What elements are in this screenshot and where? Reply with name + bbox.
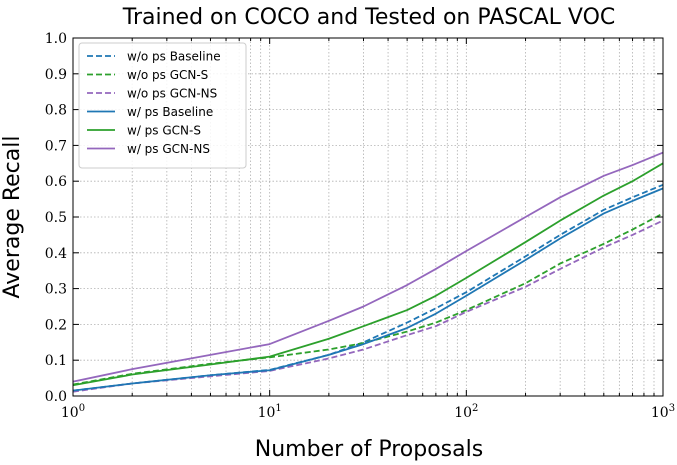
series-line-0 bbox=[72, 183, 664, 392]
x-tick-label: 100 bbox=[61, 403, 85, 421]
legend-box bbox=[78, 42, 247, 169]
series-line-2 bbox=[72, 219, 664, 393]
series-line-4 bbox=[72, 162, 664, 387]
y-tick-label: 0.6 bbox=[45, 174, 67, 190]
y-axis-label: Average Recall bbox=[0, 136, 25, 299]
x-tick-label: 102 bbox=[454, 403, 478, 421]
legend-label: w/ ps GCN-NS bbox=[127, 142, 210, 156]
y-tick-label: 0.5 bbox=[45, 210, 67, 226]
y-tick-label: 0.0 bbox=[45, 389, 67, 405]
chart-title: Trained on COCO and Tested on PASCAL VOC bbox=[122, 5, 616, 30]
legend-label: w/o ps GCN-NS bbox=[127, 87, 217, 101]
legend-label: w/ ps Baseline bbox=[127, 105, 213, 119]
y-tick-label: 0.2 bbox=[45, 317, 67, 333]
y-tick-label: 1.0 bbox=[45, 31, 67, 47]
y-tick-label: 0.4 bbox=[45, 246, 67, 262]
legend-label: w/ ps GCN-S bbox=[127, 124, 201, 138]
y-tick-label: 0.7 bbox=[45, 138, 67, 154]
legend: w/o ps Baseline w/o ps GCN-S w/o ps GCN-NS… bbox=[78, 42, 247, 169]
x-tick-label: 101 bbox=[258, 403, 282, 421]
series-line-1 bbox=[72, 212, 664, 386]
y-tick-label: 0.8 bbox=[45, 103, 67, 119]
legend-label: w/o ps GCN-S bbox=[127, 68, 208, 82]
axis-ticks: 100 101 102 103 0.0 0.1 0.2 0.3 0.4 0.5 0.6 0.7 0.8 0… bbox=[45, 31, 675, 421]
series-line-3 bbox=[72, 187, 664, 392]
y-tick-label: 0.9 bbox=[45, 67, 67, 83]
series-lines bbox=[72, 151, 664, 393]
y-tick-label: 0.1 bbox=[45, 353, 67, 369]
x-axis-label: Number of Proposals bbox=[255, 437, 483, 462]
legend-label: w/o ps Baseline bbox=[127, 50, 221, 64]
x-tick-label: 103 bbox=[651, 403, 675, 421]
y-tick-label: 0.3 bbox=[45, 282, 67, 298]
series-line-5 bbox=[72, 151, 664, 383]
